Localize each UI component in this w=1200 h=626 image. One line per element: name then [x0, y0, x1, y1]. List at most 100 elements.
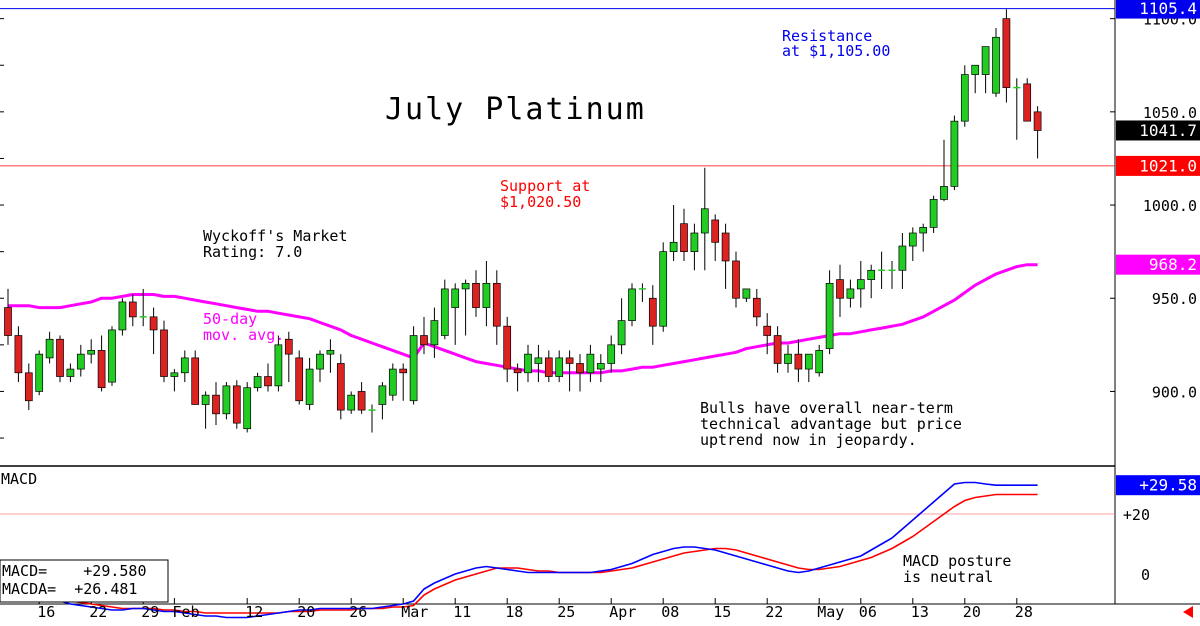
candle-body: [118, 301, 127, 331]
macd-tick-label: +20: [1123, 506, 1150, 524]
candle: [919, 223, 928, 252]
candle-body: [451, 288, 460, 308]
candle-body: [815, 350, 824, 374]
candle: [742, 288, 751, 302]
candle: [440, 279, 449, 340]
candle-body: [867, 269, 876, 280]
candle-body: [35, 353, 44, 392]
candle-body: [950, 120, 959, 187]
candle-body: [97, 350, 106, 389]
candle: [97, 335, 106, 392]
candle-body: [326, 350, 335, 355]
candle: [992, 27, 1000, 97]
candle: [856, 260, 865, 308]
candle: [243, 382, 252, 433]
x-tick-label: Mar: [401, 603, 428, 621]
candle: [555, 350, 564, 383]
candle-body: [160, 329, 168, 377]
candle-body: [825, 282, 834, 349]
candle-body: [66, 368, 75, 377]
candle-body: [524, 353, 532, 374]
candle: [87, 339, 96, 364]
x-tick-label: May: [817, 603, 844, 621]
candle: [940, 139, 948, 202]
candle-body: [128, 301, 137, 318]
candle: [960, 65, 969, 127]
macd-legend-macd: MACD= +29.580: [2, 562, 147, 580]
candle-body: [908, 232, 917, 247]
comment-annotation-line-1: Bulls have overall near-term: [700, 399, 953, 417]
support-price-box: [1116, 155, 1200, 176]
scroll-left-arrow-icon[interactable]: [1183, 606, 1193, 618]
price-levels: [0, 8, 1115, 167]
candle-body: [1033, 111, 1042, 131]
candle-body: [295, 357, 304, 402]
x-tick-label: 18: [505, 603, 523, 621]
candle: [784, 344, 792, 373]
candlestick-layer: [4, 9, 1042, 433]
candle: [815, 344, 824, 377]
candle: [139, 288, 147, 327]
candle: [76, 344, 85, 377]
candle: [680, 208, 688, 261]
candle: [409, 326, 418, 405]
candle-body: [87, 350, 96, 355]
candle-body: [492, 282, 501, 327]
x-tick-label: 22: [89, 603, 107, 621]
candle-body: [399, 368, 408, 374]
candle: [690, 223, 699, 271]
candle-body: [420, 335, 428, 346]
candle: [316, 350, 324, 383]
candle-body: [222, 385, 231, 415]
candle: [56, 335, 64, 383]
candle-body: [149, 316, 158, 331]
candle: [565, 350, 574, 392]
candle-body: [794, 353, 803, 370]
candle: [212, 382, 220, 425]
candle-body: [305, 368, 314, 405]
candle-body: [212, 394, 220, 415]
candle: [274, 335, 283, 392]
candle-body: [274, 344, 283, 387]
candle-body: [742, 288, 751, 299]
candle: [617, 298, 626, 355]
candle: [388, 363, 397, 401]
candle-body: [4, 307, 12, 336]
candle-body: [284, 338, 293, 355]
candle: [638, 283, 646, 302]
candle: [1002, 9, 1011, 103]
ma-50-line: [8, 263, 1038, 375]
price-tick-label: 900.0: [1152, 383, 1197, 401]
candle: [971, 64, 980, 94]
x-tick-label: 26: [349, 603, 367, 621]
candle: [700, 167, 709, 271]
ma-price-box: [1116, 254, 1200, 275]
candle-body: [971, 64, 980, 75]
candle-body: [576, 363, 584, 374]
candle-body: [555, 357, 564, 377]
candle-body: [430, 320, 439, 346]
candle-body: [243, 387, 252, 430]
candle: [544, 350, 553, 383]
x-tick-label: 28: [1015, 603, 1033, 621]
candle-body: [992, 36, 1000, 94]
candle: [430, 307, 439, 358]
resistance-annotation-line-1: Resistance: [782, 27, 872, 45]
candle: [898, 233, 907, 289]
macd-layer: [0, 481, 1115, 619]
candle: [752, 288, 761, 327]
candle-body: [596, 363, 605, 370]
candle: [721, 223, 730, 289]
candle-body: [108, 329, 116, 383]
candle: [867, 264, 876, 299]
x-tick-label: 06: [859, 603, 877, 621]
candle-body: [836, 279, 844, 299]
candle-body: [940, 186, 948, 200]
candle-body: [513, 368, 522, 374]
candle-body: [440, 288, 449, 336]
candle: [180, 350, 189, 383]
candle-body: [680, 223, 688, 252]
